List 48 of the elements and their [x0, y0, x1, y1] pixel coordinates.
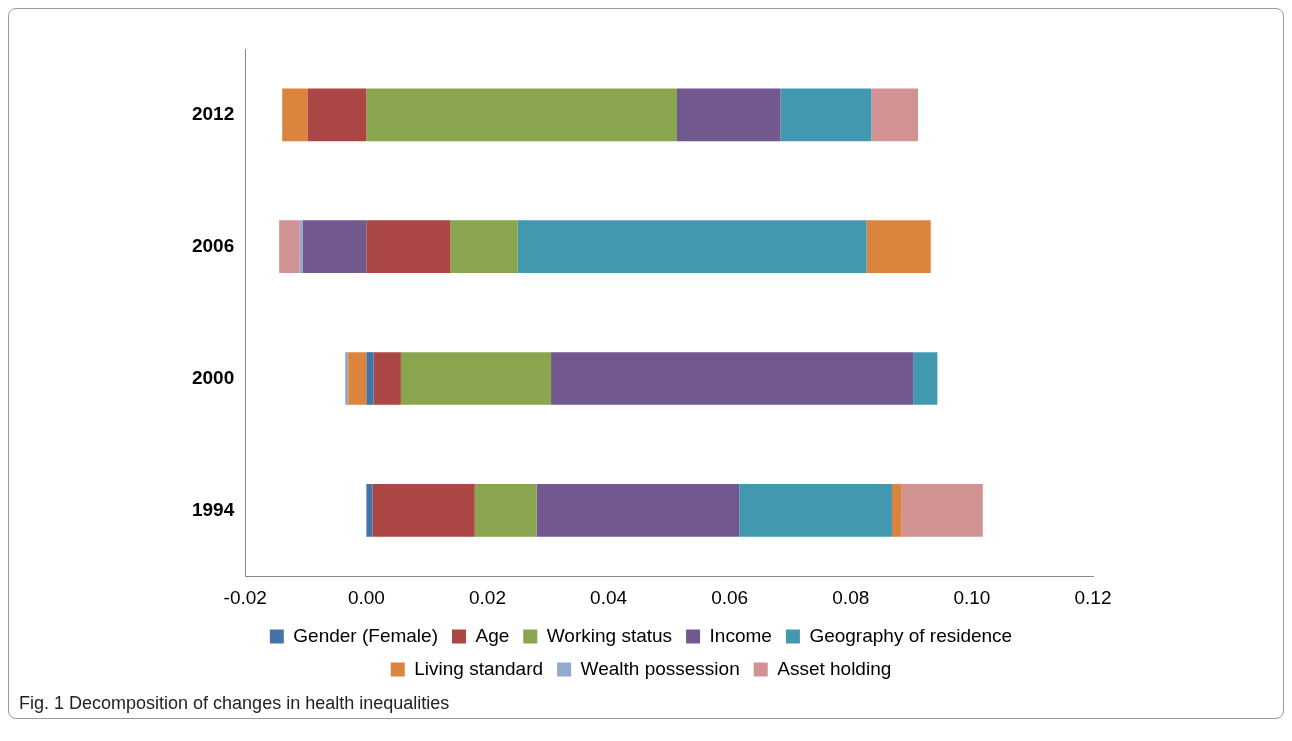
bar [372, 483, 475, 537]
x-tick-label: 0.10 [953, 586, 991, 608]
x-tick-label: 0.02 [468, 586, 506, 608]
y-tick-label: 2000 [191, 366, 235, 388]
bar [677, 88, 781, 142]
bar [345, 352, 349, 405]
bar [282, 88, 308, 142]
bar [517, 220, 867, 274]
bar [366, 88, 678, 142]
bar [474, 483, 537, 537]
x-tick-label: 0.12 [1074, 586, 1112, 608]
bar [901, 483, 983, 537]
bar [279, 220, 300, 274]
bar [536, 483, 740, 537]
legend-label: Age [475, 624, 510, 646]
bar [913, 352, 938, 405]
y-tick-label: 1994 [191, 498, 235, 520]
bar [307, 88, 367, 142]
x-tick-label: 0.08 [832, 586, 870, 608]
legend-label: Wealth possession [580, 657, 740, 679]
bar [400, 352, 552, 405]
x-tick-label: -0.02 [223, 586, 267, 608]
legend-label: Asset holding [777, 657, 892, 679]
bar [299, 220, 303, 274]
bar [348, 352, 367, 405]
bar [551, 352, 914, 405]
y-tick-label: 2006 [191, 234, 235, 256]
legend-label: Geography of residence [809, 624, 1013, 646]
caption: Fig. 1 Decomposition of changes in health inequalities [18, 692, 451, 715]
legend-label: Income [709, 624, 772, 646]
legend-label: Working status [546, 624, 673, 646]
bar [739, 483, 892, 537]
bar [891, 483, 902, 537]
bar [366, 352, 374, 405]
x-tick-label: 0.04 [590, 586, 628, 608]
legend-label: Living standard [414, 657, 544, 679]
bar [866, 220, 931, 274]
bar [871, 88, 918, 142]
bar [366, 220, 451, 274]
bar [373, 352, 401, 405]
x-tick-label: 0.06 [711, 586, 749, 608]
legend-label: Gender (Female) [293, 624, 438, 646]
bar [780, 88, 872, 142]
y-tick-label: 2012 [191, 103, 235, 125]
x-tick-label: 0.00 [347, 586, 385, 608]
bar [450, 220, 518, 274]
bar [302, 220, 367, 274]
bar [366, 483, 373, 537]
